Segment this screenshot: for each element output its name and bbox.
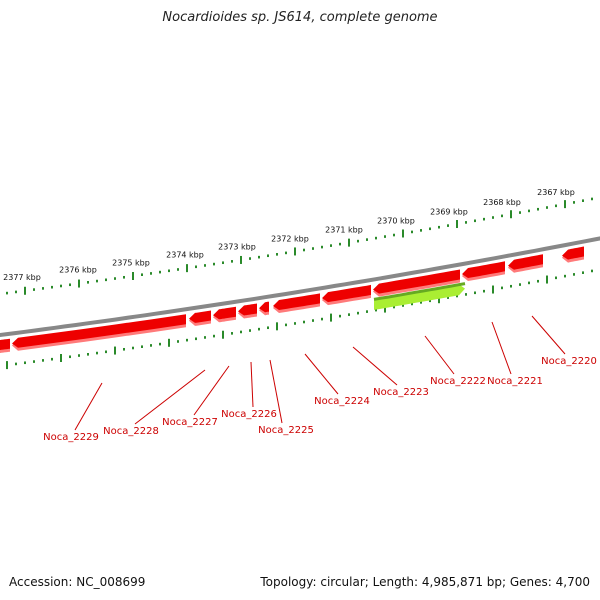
ruler-label: 2369 kbp: [430, 207, 468, 216]
gene-arrow[interactable]: [373, 269, 460, 294]
gene-arrow[interactable]: [508, 254, 543, 270]
inner-ruler: [6, 269, 593, 370]
leader-line: [491, 321, 512, 375]
gene-arrow[interactable]: [273, 293, 320, 310]
outer-ruler: [6, 197, 593, 295]
ruler-labels: 2377 kbp 2376 kbp 2375 kbp 2374 kbp 2373 kbp…: [3, 188, 575, 282]
leader-line: [304, 353, 339, 395]
gene-label[interactable]: Noca_2227: [162, 417, 218, 428]
map-title: Nocardioides sp. JS614, complete genome: [162, 10, 438, 25]
topology-text: Topology: circular; Length: 4,985,871 bp…: [260, 575, 590, 589]
gene-label[interactable]: Noca_2224: [314, 396, 370, 407]
leader-line: [193, 365, 230, 416]
ruler-label: 2374 kbp: [166, 250, 204, 259]
leader-line: [352, 346, 398, 386]
highlight-feature-edge: [373, 282, 466, 301]
gene-label[interactable]: Noca_2228: [103, 426, 159, 437]
leader-line: [250, 361, 254, 408]
gene-arrow[interactable]: [238, 303, 257, 316]
gene-arrow[interactable]: [562, 246, 584, 260]
ruler-label: 2376 kbp: [59, 266, 97, 275]
leader-line: [531, 315, 566, 355]
gene-label[interactable]: Noca_2223: [373, 387, 429, 398]
leader-line: [134, 369, 206, 425]
accession-text: Accession: NC_008699: [9, 575, 146, 589]
label-leaders: [74, 315, 566, 431]
gene-arrow[interactable]: [0, 338, 10, 351]
gene-arrow[interactable]: [189, 310, 211, 323]
gene-arrow[interactable]: [12, 314, 186, 348]
leader-line: [424, 335, 455, 375]
highlight-feature[interactable]: [374, 284, 465, 310]
gene-arrow[interactable]: [462, 261, 505, 278]
gene-arrow[interactable]: [259, 301, 269, 313]
ruler-label: 2368 kbp: [483, 198, 521, 207]
ruler-label: 2370 kbp: [377, 217, 415, 226]
ruler-label: 2371 kbp: [325, 226, 363, 235]
backbone-line: [0, 236, 600, 338]
gene-arrow[interactable]: [322, 284, 371, 303]
gene-label[interactable]: Noca_2222: [430, 376, 486, 387]
gene-track: [0, 246, 584, 354]
ruler-label: 2367 kbp: [537, 188, 575, 197]
ruler-label: 2375 kbp: [112, 258, 150, 267]
gene-label[interactable]: Noca_2221: [487, 376, 543, 387]
gene-label[interactable]: Noca_2226: [221, 409, 277, 420]
ruler-label: 2377 kbp: [3, 273, 41, 282]
ruler-label: 2373 kbp: [218, 243, 256, 252]
genome-backbone: [0, 236, 600, 338]
gene-arrow[interactable]: [213, 306, 236, 320]
gene-label[interactable]: Noca_2220: [541, 356, 597, 367]
gene-label[interactable]: Noca_2229: [43, 432, 99, 443]
gene-label[interactable]: Noca_2225: [258, 425, 314, 436]
leader-line: [74, 382, 103, 431]
ruler-label: 2372 kbp: [271, 234, 309, 243]
leader-line: [269, 359, 283, 424]
